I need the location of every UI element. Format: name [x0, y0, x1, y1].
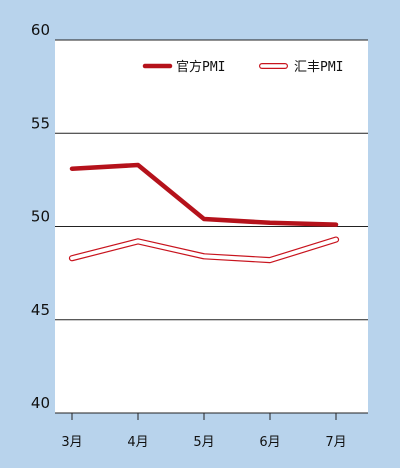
y-tick-50: 50 [31, 208, 50, 226]
x-tick-label-4: 7月 [325, 435, 346, 450]
legend-label-official: 官方PMI [176, 59, 225, 75]
y-axis-tick-labels: 40 45 50 55 60 [31, 21, 50, 412]
x-axis: 3月 4月 5月 6月 7月 [55, 412, 368, 450]
x-tick-label-1: 4月 [127, 435, 148, 450]
series-line-official [69, 162, 339, 227]
x-tick-label-2: 5月 [193, 435, 214, 450]
series-line-hsbc-fill [70, 237, 338, 263]
y-tick-55: 55 [31, 114, 50, 132]
series-lines [68, 162, 340, 264]
legend-label-hsbc: 汇丰PMI [294, 60, 343, 75]
x-tick-label-3: 6月 [259, 435, 280, 450]
y-tick-45: 45 [31, 301, 50, 319]
legend: 官方PMI 汇丰PMI [142, 59, 343, 75]
y-tick-40: 40 [31, 394, 50, 412]
y-tick-60: 60 [31, 21, 50, 39]
x-tick-label-0: 3月 [61, 435, 82, 450]
gridlines [55, 39, 368, 321]
